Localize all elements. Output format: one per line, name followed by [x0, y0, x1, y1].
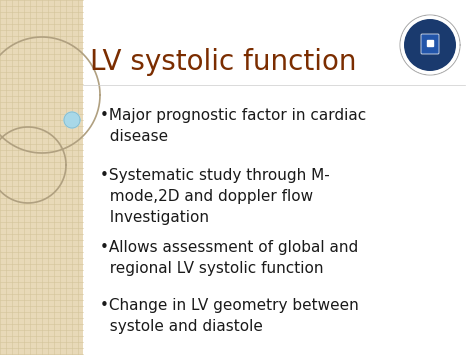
Text: •Change in LV geometry between
  systole and diastole: •Change in LV geometry between systole a…	[100, 298, 359, 334]
Circle shape	[404, 19, 456, 71]
Text: •Allows assessment of global and
  regional LV systolic function: •Allows assessment of global and regiona…	[100, 240, 358, 276]
FancyBboxPatch shape	[421, 34, 439, 54]
Circle shape	[64, 112, 80, 128]
Text: •Systematic study through M-
  mode,2D and doppler flow
  Investigation: •Systematic study through M- mode,2D and…	[100, 168, 330, 225]
Text: •Major prognostic factor in cardiac
  disease: •Major prognostic factor in cardiac dise…	[100, 108, 366, 144]
Bar	[0, 0, 83, 355]
Text: LV systolic function: LV systolic function	[90, 48, 356, 76]
